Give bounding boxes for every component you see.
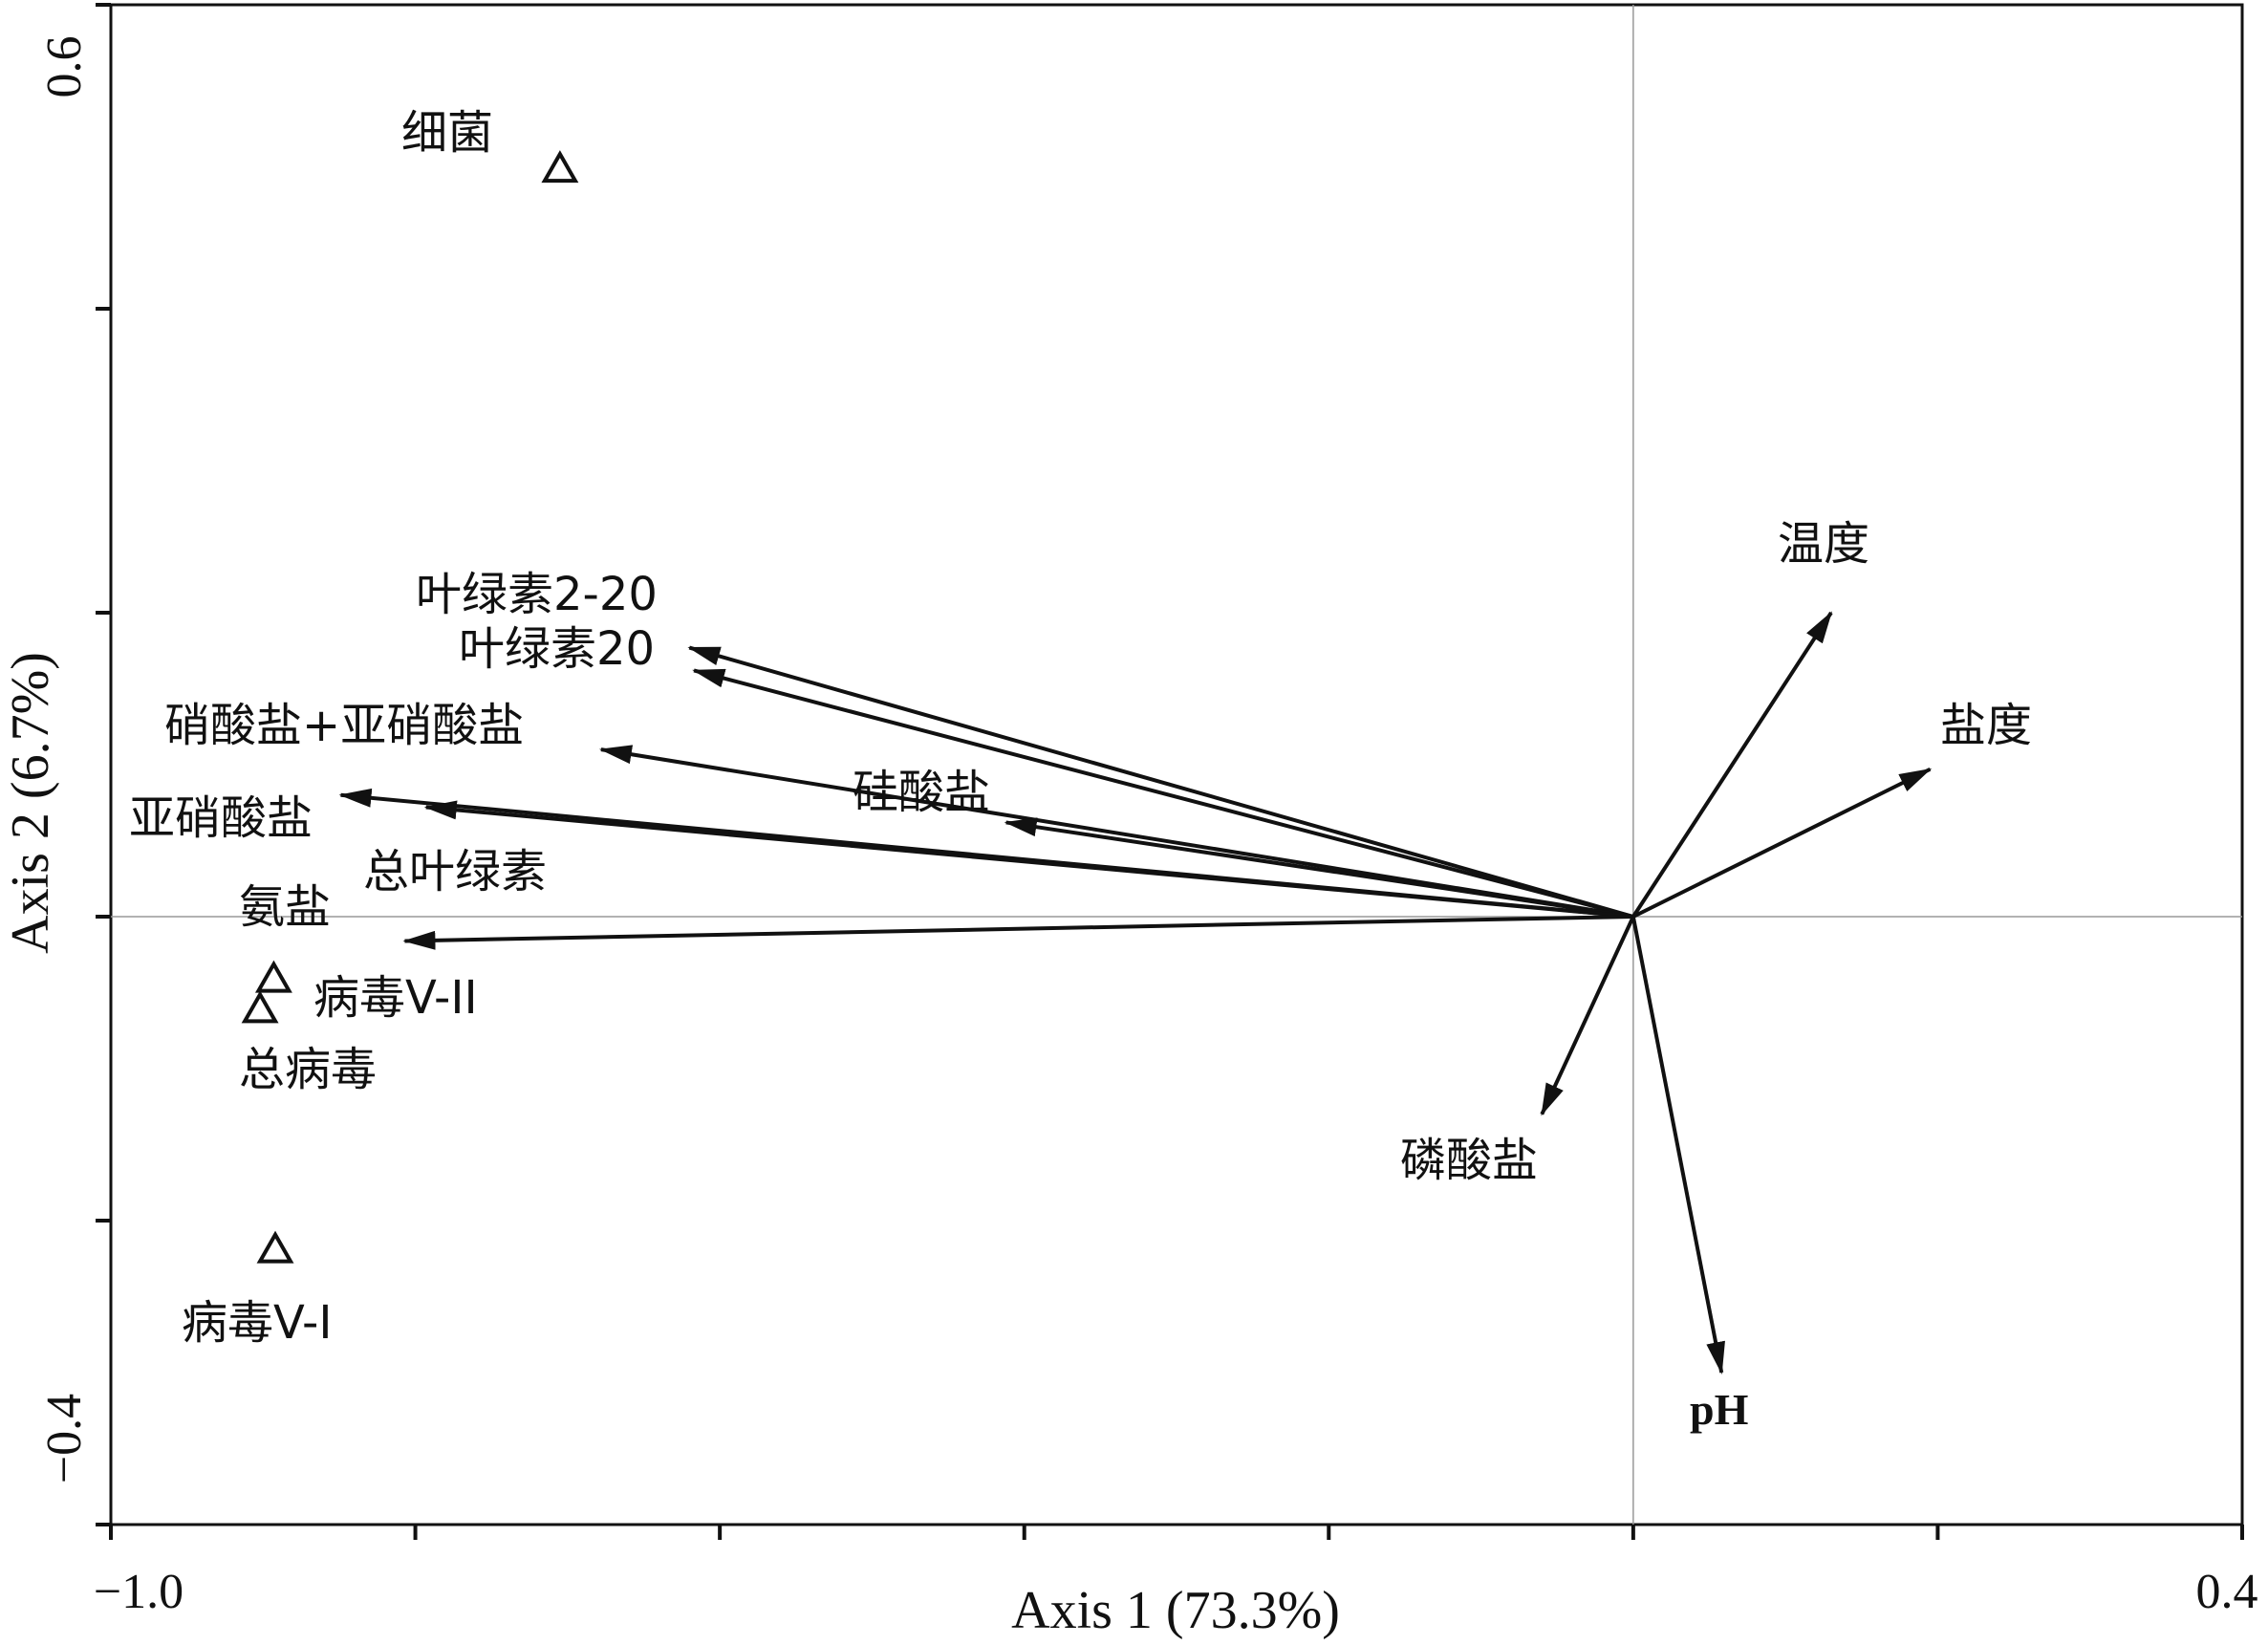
point-label: 亚硝酸盐 (129, 791, 313, 845)
vector-arrow (1004, 817, 1634, 919)
vector-arrow (423, 800, 1634, 919)
vector-arrow (1540, 916, 1635, 1116)
point-label: 氨盐 (239, 880, 331, 934)
vector-arrow (692, 668, 1634, 919)
x-tick-label-min: −1.0 (94, 1565, 184, 1619)
vector-arrow (1631, 611, 1833, 919)
plot-frame (109, 3, 2244, 1526)
point-label: 细菌 (401, 106, 493, 160)
species-points (241, 150, 579, 1264)
point-label: 病毒V-II (313, 971, 478, 1025)
axis-ticks (96, 3, 2244, 1540)
species-marker (254, 960, 292, 993)
point-label: 温度 (1778, 517, 1869, 571)
reference-lines (111, 5, 2242, 1525)
point-label: 磷酸盐 (1400, 1134, 1538, 1187)
vector-arrow (598, 745, 1634, 919)
point-label: 总叶绿素 (363, 845, 547, 898)
point-label: 硝酸盐+亚硝酸盐 (164, 699, 524, 752)
y-tick-label-min: −0.4 (37, 1394, 92, 1483)
point-label: 总病毒 (239, 1043, 377, 1096)
species-marker (256, 1230, 294, 1264)
y-axis-title: Axis 2 (6.7%) (1, 652, 60, 954)
x-tick-label-max: 0.4 (2196, 1565, 2258, 1619)
x-axis-title: Axis 1 (73.3%) (1011, 1581, 1340, 1640)
point-label: 病毒V-I (182, 1296, 333, 1350)
point-label: pH (1690, 1385, 1749, 1434)
vector-arrow (687, 645, 1634, 919)
y-tick-label-max: 0.6 (37, 36, 92, 98)
point-label: 硅酸盐 (853, 766, 990, 819)
species-marker (541, 150, 579, 184)
vector-arrow (1631, 767, 1933, 919)
point-label: 叶绿素20 (459, 622, 655, 676)
environment-vectors (338, 611, 1933, 1374)
point-label: 盐度 (1940, 699, 2032, 752)
species-marker (241, 990, 279, 1024)
vector-arrow (1631, 916, 1725, 1374)
point-label: 叶绿素2-20 (416, 568, 658, 621)
vector-arrow (402, 915, 1633, 950)
